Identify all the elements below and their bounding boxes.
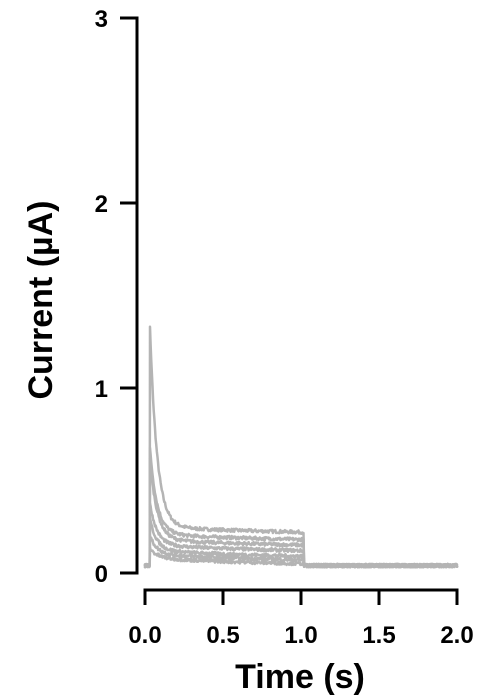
axes-group: [135, 16, 459, 592]
y-axis-title: Current (µA): [22, 200, 60, 399]
x-ticks-group: 0.0 0.5 1.0 1.5 2.0: [128, 590, 474, 649]
series-line: [143, 325, 459, 569]
y-tick-label: 3: [95, 6, 108, 33]
series-line: [143, 546, 459, 569]
x-axis-title: Time (s): [235, 658, 365, 696]
y-tick-label: 0: [95, 561, 108, 588]
y-ticks-group: 0 1 2 3: [95, 6, 137, 588]
y-tick-label: 1: [95, 376, 108, 403]
x-tick-label: 2.0: [440, 622, 473, 649]
x-tick-label: 0.5: [206, 622, 239, 649]
x-tick-label: 0.0: [128, 622, 161, 649]
x-tick-label: 1.5: [362, 622, 395, 649]
traces-group: [143, 325, 459, 569]
y-tick-label: 2: [95, 191, 108, 218]
x-tick-label: 1.0: [284, 622, 317, 649]
